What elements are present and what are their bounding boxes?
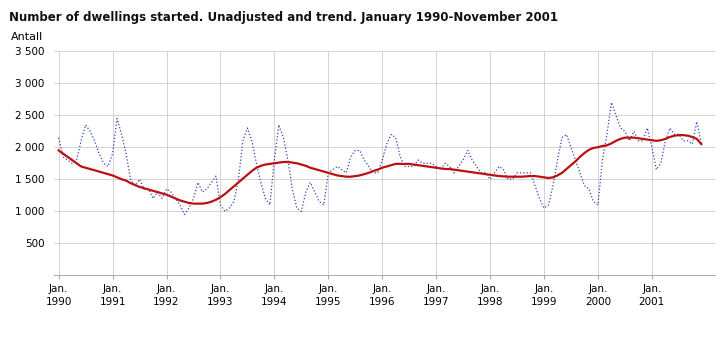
- Text: Number of dwellings started. Unadjusted and trend. January 1990-November 2001: Number of dwellings started. Unadjusted …: [9, 11, 558, 24]
- Text: Antall: Antall: [12, 32, 43, 42]
